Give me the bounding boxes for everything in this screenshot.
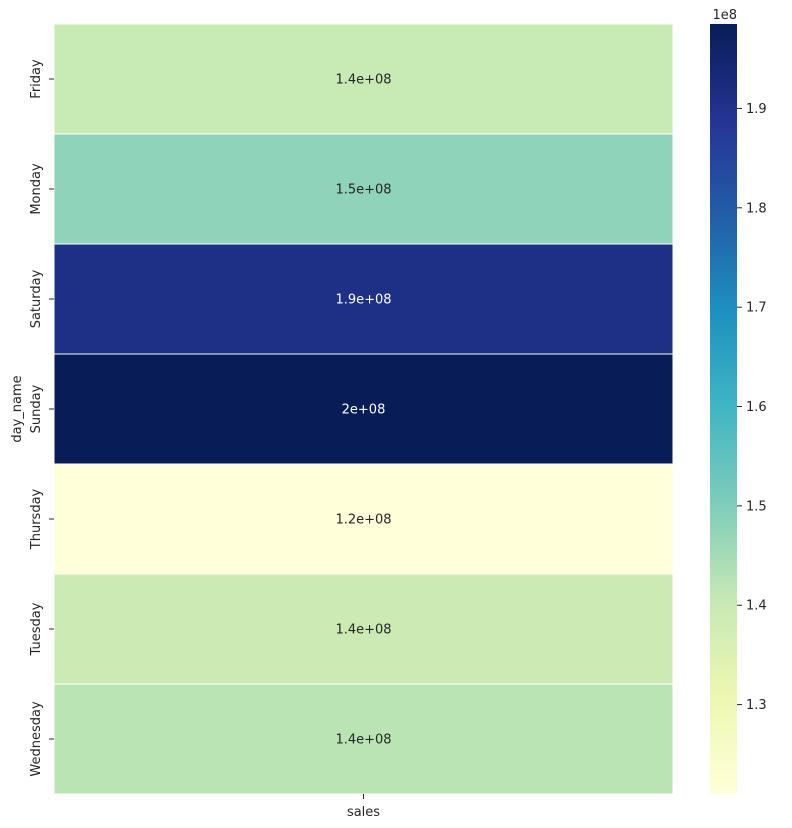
colorbar-tick-label: 1.3 bbox=[746, 698, 767, 713]
cell-annotation: 1.4e+08 bbox=[335, 623, 391, 638]
y-tick-label: Monday bbox=[29, 163, 44, 215]
y-axis: Friday Monday Saturday Sunday Thursday Tuesda… bbox=[29, 59, 54, 777]
cell-annotation: 1.9e+08 bbox=[335, 293, 391, 308]
colorbar-tick-label: 1.8 bbox=[746, 201, 767, 216]
colorbar-gradient bbox=[710, 24, 737, 794]
colorbar-tick-label: 1.4 bbox=[746, 599, 767, 614]
heatmap-cell bbox=[53, 133, 674, 245]
heatmap-cell bbox=[53, 573, 674, 685]
cell-annotation: 1.4e+08 bbox=[335, 733, 391, 748]
y-tick-label: Wednesday bbox=[29, 701, 44, 777]
heatmap-cell bbox=[53, 463, 674, 575]
colorbar-offset-label: 1e8 bbox=[712, 8, 737, 23]
colorbar-tick-label: 1.9 bbox=[746, 102, 767, 117]
cell-annotation: 1.4e+08 bbox=[335, 73, 391, 88]
y-tick-label: Tuesday bbox=[29, 602, 44, 656]
colorbar-tick-label: 1.7 bbox=[746, 301, 767, 316]
heatmap-cell bbox=[53, 683, 674, 795]
heatmap-cell bbox=[53, 23, 674, 135]
y-tick-label: Sunday bbox=[29, 384, 44, 433]
y-tick-label: Friday bbox=[29, 59, 44, 99]
colorbar: 1.3 1.4 1.5 1.6 1.7 1.8 1.9 1e8 bbox=[710, 8, 767, 794]
cell-annotation: 1.5e+08 bbox=[335, 183, 391, 198]
colorbar-tick-label: 1.5 bbox=[746, 499, 767, 514]
cell-annotation: 1.2e+08 bbox=[335, 513, 391, 528]
colorbar-tick-label: 1.6 bbox=[746, 400, 767, 415]
cell-annotation: 2e+08 bbox=[342, 403, 386, 418]
heatmap-cell bbox=[53, 243, 674, 355]
y-axis-label: day_name bbox=[10, 375, 25, 442]
heatmap-cell bbox=[53, 353, 674, 465]
y-tick-label: Saturday bbox=[29, 269, 44, 328]
x-tick-label: sales bbox=[347, 805, 380, 820]
heatmap-cells: 1.4e+08 1.5e+08 1.9e+08 2e+08 1.2e+08 1.4e+08… bbox=[53, 23, 674, 795]
y-tick-label: Thursday bbox=[29, 488, 44, 550]
x-axis: sales bbox=[347, 794, 380, 820]
